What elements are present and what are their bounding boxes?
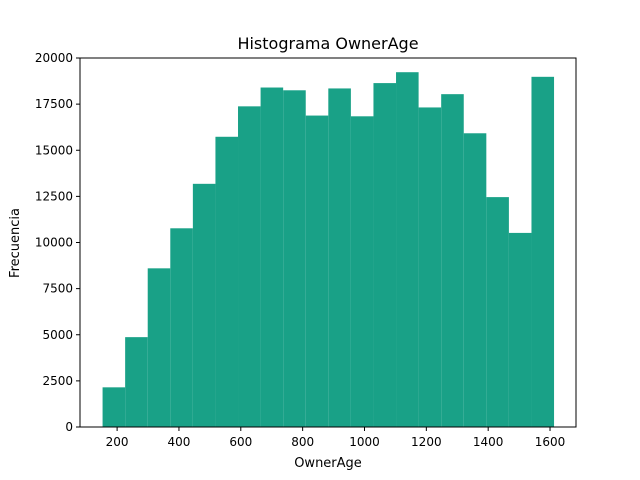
histogram-bar-2 (125, 337, 148, 427)
histogram-bar-9 (283, 90, 306, 427)
x-tick-label: 1200 (411, 435, 442, 449)
histogram-bar-12 (350, 116, 374, 427)
y-tick-label: 12500 (35, 189, 73, 203)
histogram-bar-15 (418, 107, 442, 428)
y-tick-label: 0 (65, 420, 73, 434)
x-tick-label: 1400 (473, 435, 504, 449)
y-tick-label: 2500 (42, 374, 73, 388)
histogram-bar-10 (305, 115, 329, 428)
histogram-bar-1 (102, 387, 126, 427)
y-tick-label: 15000 (35, 143, 73, 157)
histogram-bar-6 (215, 136, 239, 427)
y-tick-label: 7500 (42, 282, 73, 296)
histogram-bar-17 (463, 133, 487, 427)
x-tick-label: 200 (106, 435, 129, 449)
y-tick-label: 5000 (42, 328, 73, 342)
histogram-bar-11 (328, 88, 351, 427)
chart-title: Histograma OwnerAge (237, 34, 418, 53)
histogram-bar-4 (170, 228, 193, 427)
histogram-bar-8 (260, 87, 284, 428)
histogram-bar-19 (508, 232, 532, 427)
y-tick-label: 10000 (35, 236, 73, 250)
x-tick-label: 1600 (535, 435, 566, 449)
x-tick-label: 400 (167, 435, 190, 449)
histogram-bar-7 (238, 106, 261, 428)
histogram-bar-14 (396, 72, 419, 428)
plot-frame (79, 57, 577, 428)
y-axis: 0 2500 5000 7500 10000 12500 15000 17500 20000 (35, 51, 80, 434)
x-tick-label: 800 (291, 435, 314, 449)
histogram-bar-13 (373, 83, 397, 427)
histogram-bar-20 (531, 76, 555, 427)
y-axis-label: Frecuencia (8, 208, 23, 278)
x-tick-label: 1000 (349, 435, 380, 449)
histogram-bar-16 (441, 94, 464, 428)
x-axis: 200 400 600 800 1000 1200 1400 1600 (106, 427, 566, 449)
histogram-bar-18 (486, 197, 509, 427)
y-tick-label: 17500 (35, 97, 73, 111)
y-tick-label: 20000 (35, 51, 73, 65)
bars-group (102, 72, 555, 428)
histogram-bar-5 (192, 183, 216, 427)
x-tick-label: 600 (229, 435, 252, 449)
histogram-bar-3 (147, 268, 171, 427)
x-axis-label: OwnerAge (294, 456, 362, 471)
